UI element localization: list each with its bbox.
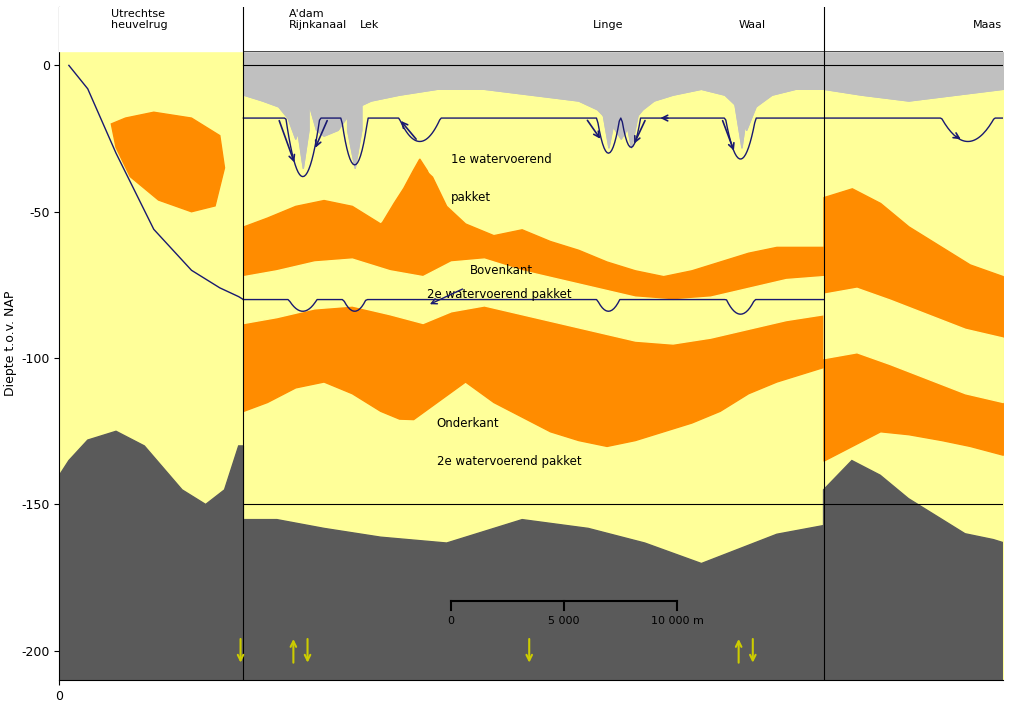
Text: 2e watervoerend pakket: 2e watervoerend pakket (437, 455, 581, 468)
Text: 10 000 m: 10 000 m (651, 616, 704, 626)
Text: 0: 0 (448, 616, 454, 626)
Text: 1e watervoerend: 1e watervoerend (451, 153, 552, 166)
Text: Onderkant: Onderkant (437, 416, 499, 430)
Text: 2e watervoerend pakket: 2e watervoerend pakket (428, 288, 572, 301)
Text: pakket: pakket (451, 192, 491, 204)
Text: Bovenkant: Bovenkant (470, 264, 533, 277)
Text: Maas: Maas (973, 21, 1002, 30)
Polygon shape (111, 112, 224, 211)
Text: Waal: Waal (739, 21, 765, 30)
Y-axis label: Diepte t.o.v. NAP: Diepte t.o.v. NAP (4, 291, 17, 396)
Text: 5 000: 5 000 (548, 616, 580, 626)
Polygon shape (380, 159, 465, 229)
Polygon shape (824, 460, 1003, 680)
Text: Utrechtse
heuvelrug: Utrechtse heuvelrug (111, 8, 168, 30)
Text: A'dam
Rijnkanaal: A'dam Rijnkanaal (289, 8, 347, 30)
Text: Lek: Lek (360, 21, 379, 30)
Text: Linge: Linge (592, 21, 623, 30)
Polygon shape (60, 431, 244, 680)
